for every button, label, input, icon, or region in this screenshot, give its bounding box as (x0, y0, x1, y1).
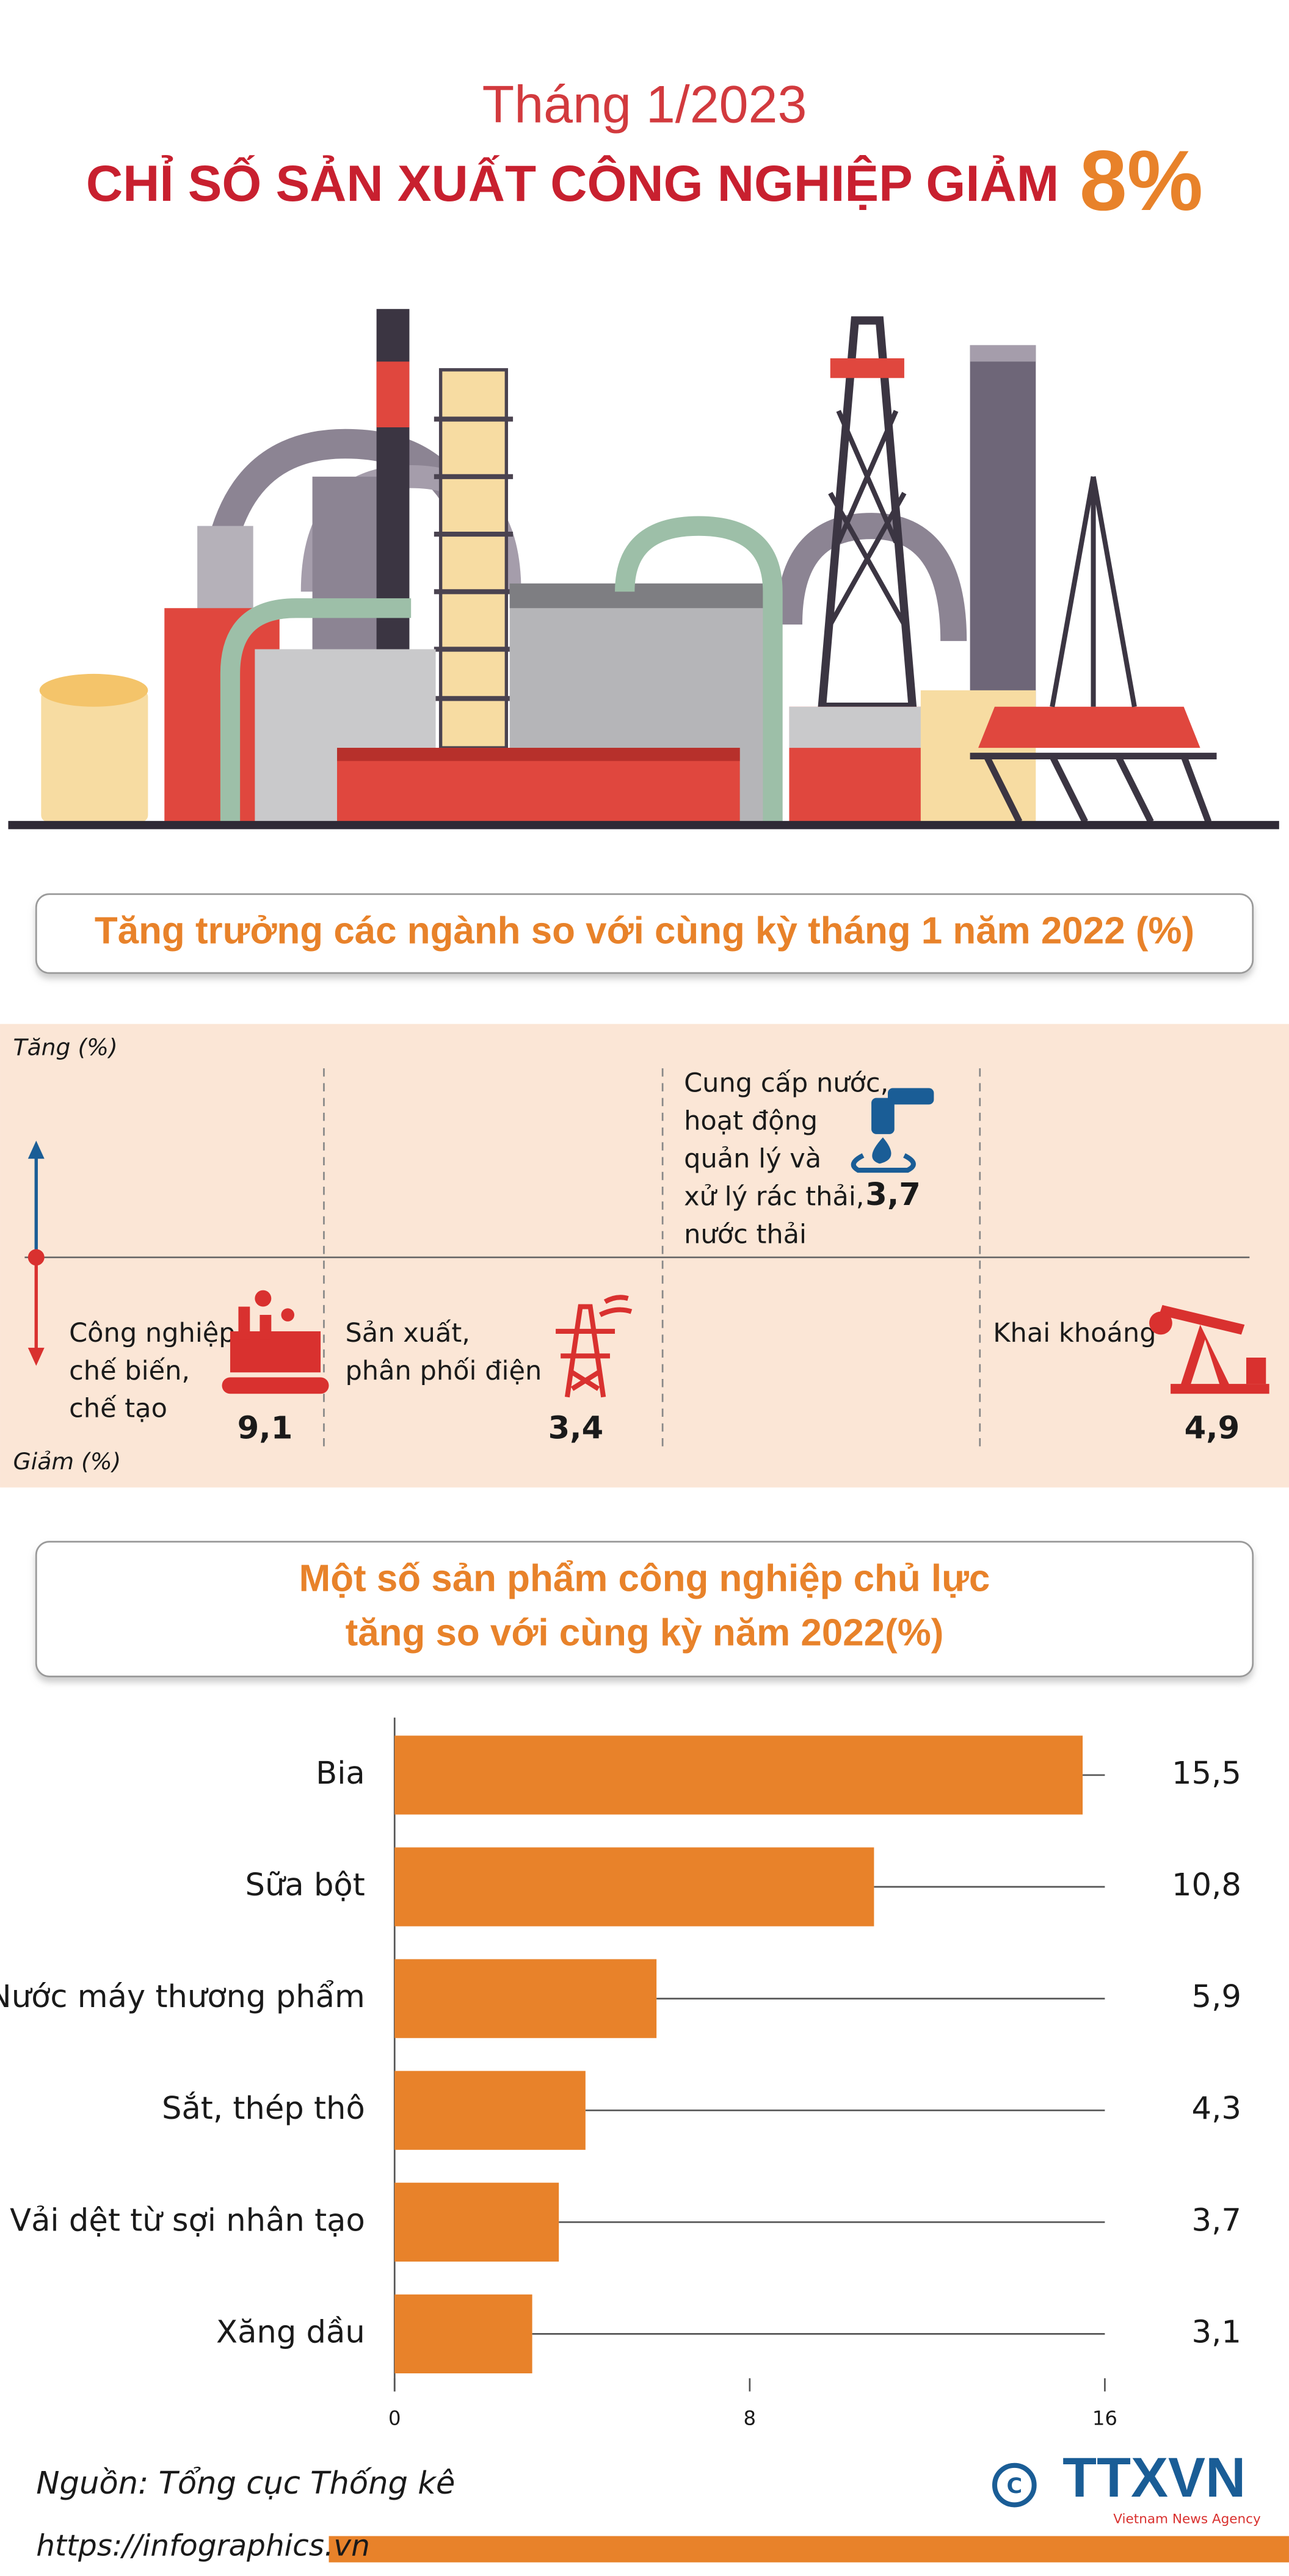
sectors: Công nghiệp chế biến, chế tạo 9,1 Sản xuất, p… (69, 1068, 1240, 1447)
bar (394, 1959, 657, 2038)
sector-value: 3,4 (548, 1410, 604, 1446)
subtitle: Tháng 1/2023 (482, 75, 807, 134)
sector-label: quản lý và (684, 1143, 821, 1174)
sector-value: 9,1 (238, 1410, 293, 1446)
platform-legs (970, 753, 1217, 823)
bar (394, 2182, 559, 2262)
platform (978, 706, 1200, 748)
bar (394, 1735, 1083, 1815)
copyright-icon (992, 2462, 1037, 2508)
derrick-brace (828, 410, 907, 626)
logo: TTXVN (1062, 2447, 1246, 2509)
pipe (615, 516, 783, 822)
bar (394, 1847, 874, 1927)
rig (1050, 476, 1137, 707)
bar-chart: 0 8 16 Bia 15,5 Sữa bột 10,8 Nước máy thương ph… (0, 1717, 1241, 2429)
sector-label: xử lý rác thải, (684, 1181, 864, 1212)
sector-value: 3,7 (865, 1177, 921, 1213)
bar (394, 2294, 532, 2374)
up-arrowhead (27, 1140, 45, 1159)
x-tick-label: 8 (744, 2406, 757, 2429)
tank-top (509, 583, 765, 609)
category-label: Sữa bột (245, 1867, 365, 1903)
pipe (775, 513, 967, 642)
section-title: Tăng trưởng các ngành so với cùng kỳ thá… (95, 910, 1194, 952)
chart-title-box (35, 1541, 1254, 1677)
sector-label: nước thải (684, 1219, 807, 1250)
down-arrowhead (27, 1347, 45, 1366)
sector-label: Khai khoáng (993, 1318, 1156, 1348)
value-label: 3,7 (1192, 2202, 1241, 2238)
building-roof (336, 748, 740, 761)
x-tick-label: 16 (1092, 2406, 1117, 2429)
value-label: 4,3 (1192, 2091, 1241, 2127)
sector-label: chế biến, (69, 1356, 190, 1386)
title-text: CHỈ SỐ SẢN XUẤT CÔNG NGHIỆP GIẢM (86, 154, 1059, 212)
origin-dot (27, 1249, 45, 1266)
sector-label: Công nghiệp (69, 1318, 236, 1348)
url[interactable]: https://infographics.vn (36, 2528, 370, 2563)
category-label: Bia (316, 1756, 365, 1792)
oil-pump-icon (1149, 1304, 1269, 1394)
sector-label: hoạt động (684, 1105, 818, 1136)
bar (394, 2071, 586, 2150)
main-title: CHỈ SỐ SẢN XUẤT CÔNG NGHIỆP GIẢM 8% (86, 132, 1203, 228)
up-axis-label: Tăng (%) (13, 1033, 118, 1060)
pipe (220, 598, 412, 822)
tower-rings (434, 416, 514, 701)
chimney-band (376, 361, 410, 428)
sector-label: Sản xuất, (345, 1318, 470, 1348)
derrick-band (830, 358, 904, 378)
tower-top (970, 345, 1036, 362)
value-label: 3,1 (1192, 2314, 1241, 2350)
building-band (789, 706, 946, 748)
value-label: 5,9 (1192, 1979, 1241, 2015)
source: Nguồn: Tổng cục Thống kê (36, 2466, 455, 2502)
chart-title: tăng so với cùng kỳ năm 2022(%) (346, 1612, 944, 1654)
chart-title: Một số sản phẩm công nghiệp chủ lực (299, 1558, 990, 1600)
panel (0, 1024, 1289, 1488)
section-box (35, 893, 1254, 974)
category-label: Vải dệt từ sợi nhân tạo (10, 2202, 365, 2238)
factory-illustration (8, 309, 1279, 830)
title-highlight: 8% (1080, 132, 1203, 228)
sector-label: Cung cấp nước, (684, 1068, 888, 1099)
faucet-icon (851, 1088, 934, 1173)
pylon-icon (556, 1295, 633, 1398)
stack (312, 476, 379, 658)
sector-value: 4,9 (1185, 1410, 1240, 1446)
tank-top (39, 673, 148, 707)
value-label: 15,5 (1172, 1756, 1241, 1792)
category-label: Nước máy thương phẩm (0, 1979, 365, 2015)
x-tick-label: 0 (388, 2406, 401, 2429)
tower (438, 368, 509, 750)
value-label: 10,8 (1172, 1867, 1241, 1903)
sector-label: chế tạo (69, 1394, 167, 1424)
category-label: Sắt, thép thô (162, 2091, 365, 2127)
tower (970, 345, 1036, 707)
url-bar (329, 2536, 1289, 2563)
down-axis-label: Giảm (%) (13, 1448, 122, 1475)
sector-label: phân phối điện (345, 1356, 542, 1386)
category-label: Xăng dầu (216, 2314, 365, 2350)
logo-sub: Vietnam News Agency (1113, 2512, 1261, 2527)
tank (41, 690, 148, 822)
factory-icon (222, 1290, 329, 1394)
copyright-letter: C (1006, 2474, 1022, 2498)
